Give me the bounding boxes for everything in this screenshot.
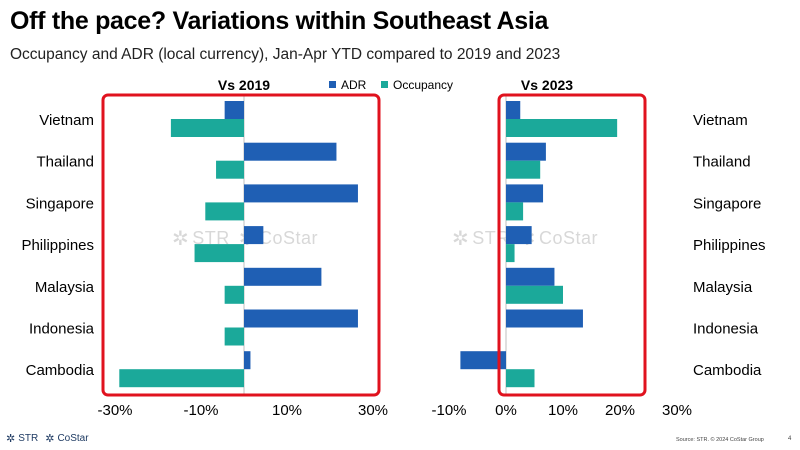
occupancy-bar-philippines <box>506 244 515 263</box>
occupancy-bar-thailand <box>506 160 541 179</box>
category-label-left: Malaysia <box>35 279 95 296</box>
costar-star-icon: ✲ <box>45 433 55 445</box>
x-tick-label: 30% <box>662 402 692 419</box>
category-label-right: Vietnam <box>693 112 748 129</box>
x-tick-label: -10% <box>431 402 466 419</box>
category-label-right: Singapore <box>693 195 761 212</box>
adr-bar-vietnam <box>506 101 521 119</box>
x-tick-label: 10% <box>548 402 578 419</box>
adr-bar-malaysia <box>506 267 555 286</box>
occupancy-bar-singapore <box>205 202 244 221</box>
source-note: Source: STR. © 2024 CoStar Group <box>676 437 764 443</box>
adr-bar-thailand <box>506 142 546 161</box>
legend-swatch-adr <box>329 81 336 88</box>
category-label-right: Cambodia <box>693 362 762 379</box>
occupancy-bar-cambodia <box>119 369 244 388</box>
str-star-icon: ✲ <box>6 433 16 445</box>
adr-bar-malaysia <box>244 267 322 286</box>
str-star-icon: ✲ <box>452 228 470 250</box>
footer-logo-str: STR <box>18 433 39 444</box>
category-label-left: Indonesia <box>29 321 95 338</box>
occupancy-bar-philippines <box>194 244 244 263</box>
panel-title-left: Vs 2019 <box>218 77 270 93</box>
category-label-left: Cambodia <box>26 362 95 379</box>
page-title: Off the pace? Variations within Southeas… <box>10 7 549 35</box>
footer-logo: ✲ STR ✲ CoStar <box>6 432 89 445</box>
occupancy-bar-vietnam <box>506 119 618 137</box>
page-subtitle: Occupancy and ADR (local currency), Jan-… <box>10 46 561 63</box>
x-tick-label: -10% <box>183 402 218 419</box>
footer-logo-costar: CoStar <box>57 433 89 444</box>
watermark-left: ✲ STR ✲ CoStar <box>172 228 319 250</box>
highlight-box-right <box>497 93 647 397</box>
x-tick-label: 20% <box>605 402 635 419</box>
category-label-left: Philippines <box>21 237 94 254</box>
legend-label-occupancy: Occupancy <box>393 78 453 92</box>
str-star-icon: ✲ <box>172 228 190 250</box>
occupancy-bar-indonesia <box>224 327 244 346</box>
adr-bar-indonesia <box>244 309 358 328</box>
adr-bar-indonesia <box>506 309 583 328</box>
occupancy-bar-vietnam <box>170 119 244 137</box>
legend-swatch-occupancy <box>381 81 388 88</box>
adr-bar-thailand <box>244 142 337 161</box>
category-label-right: Indonesia <box>693 321 759 338</box>
adr-bar-philippines <box>244 226 264 245</box>
x-tick-label: 30% <box>358 402 388 419</box>
category-label-left: Singapore <box>26 195 94 212</box>
adr-bar-cambodia <box>460 351 506 370</box>
x-tick-label: 10% <box>272 402 302 419</box>
category-label-left: Thailand <box>36 154 94 171</box>
category-label-right: Malaysia <box>693 279 753 296</box>
page-number: 4 <box>788 436 792 442</box>
adr-bar-philippines <box>506 226 532 245</box>
occupancy-bar-singapore <box>506 202 524 221</box>
legend-label-adr: ADR <box>341 78 367 92</box>
adr-bar-singapore <box>244 184 358 203</box>
highlight-box-left <box>101 93 381 397</box>
category-label-right: Philippines <box>693 237 766 254</box>
adr-bar-singapore <box>506 184 544 203</box>
x-tick-label: 0% <box>495 402 517 419</box>
category-label-left: Vietnam <box>39 112 94 129</box>
occupancy-bar-thailand <box>216 160 244 179</box>
adr-bar-vietnam <box>224 101 244 119</box>
occupancy-bar-malaysia <box>224 285 244 304</box>
occupancy-bar-cambodia <box>506 369 535 388</box>
category-label-right: Thailand <box>693 154 751 171</box>
panel-title-right: Vs 2023 <box>521 77 573 93</box>
adr-bar-cambodia <box>244 351 251 370</box>
x-tick-label: -30% <box>97 402 132 419</box>
occupancy-bar-malaysia <box>506 285 563 304</box>
